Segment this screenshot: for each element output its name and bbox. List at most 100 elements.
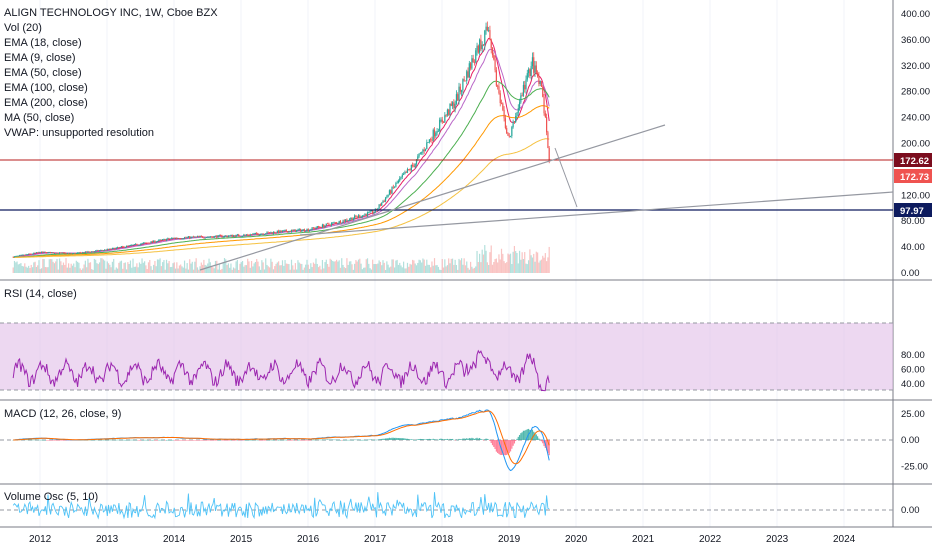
- indicator-vol[interactable]: Vol (20): [4, 22, 42, 34]
- candle-body: [30, 253, 32, 255]
- macd-histogram-bar: [189, 440, 191, 441]
- volume-bar: [515, 251, 517, 273]
- macd-histogram-bar: [91, 439, 93, 441]
- macd-histogram-bar: [191, 440, 193, 441]
- macd-histogram-bar: [137, 440, 139, 441]
- candle-body: [78, 252, 80, 254]
- candle-body: [279, 230, 281, 233]
- volume-bar: [141, 258, 143, 273]
- volume-bar: [512, 251, 514, 273]
- volume-bar: [365, 259, 367, 273]
- macd-histogram-bar: [164, 440, 166, 441]
- volume-bar: [137, 267, 139, 273]
- candle-body: [238, 234, 240, 237]
- macd-histogram-bar: [278, 439, 280, 441]
- indicator-ema-100[interactable]: EMA (100, close): [4, 82, 88, 94]
- macd-histogram-bar: [502, 440, 504, 455]
- rsi-pane-label[interactable]: RSI (14, close): [4, 288, 77, 300]
- volume-bar: [146, 269, 148, 273]
- candle-body: [471, 58, 473, 69]
- volume-bar: [290, 259, 293, 273]
- macd-y-tick-label: 25.00: [901, 409, 925, 420]
- indicator-ema-9[interactable]: EMA (9, close): [4, 52, 76, 64]
- volume-bar: [540, 259, 543, 273]
- volume-bar: [140, 263, 142, 273]
- volume-bar: [101, 258, 103, 273]
- macd-histogram-bar: [464, 438, 467, 440]
- candle-body: [25, 254, 27, 256]
- candle-body: [87, 251, 89, 253]
- macd-histogram-bar: [236, 439, 238, 441]
- volume-bar: [71, 265, 74, 273]
- macd-histogram-bar: [198, 440, 200, 441]
- candle-body: [326, 223, 329, 225]
- volume-bar: [437, 266, 439, 273]
- trend-line-long[interactable]: [299, 191, 894, 236]
- candle-body: [537, 72, 539, 77]
- volume-bar: [330, 259, 333, 273]
- macd-histogram-bar: [473, 438, 476, 440]
- candle-body: [431, 139, 433, 141]
- indicator-vwap[interactable]: VWAP: unsupported resolution: [4, 127, 154, 139]
- candle-body: [527, 69, 530, 74]
- macd-histogram-bar: [49, 440, 52, 441]
- volume-bar: [390, 266, 392, 273]
- macd-histogram-bar: [475, 438, 477, 440]
- volume-bar: [464, 265, 467, 273]
- macd-histogram-bar: [153, 439, 155, 441]
- macd-histogram-bar: [352, 439, 354, 441]
- macd-histogram-bar: [372, 439, 374, 441]
- volume-bar: [319, 265, 321, 273]
- volume-bar: [195, 258, 197, 273]
- macd-histogram-bar: [46, 440, 48, 441]
- volume-bar: [20, 263, 22, 273]
- macd-histogram-bar: [301, 440, 303, 441]
- indicator-ema-18[interactable]: EMA (18, close): [4, 37, 82, 49]
- volume-bar: [68, 263, 70, 273]
- volume-bar: [415, 265, 418, 273]
- candle-body: [444, 115, 446, 123]
- candle-body: [66, 253, 68, 254]
- candle-body: [205, 237, 208, 239]
- trend-line-steep[interactable]: [199, 124, 666, 271]
- volume-bar: [275, 263, 277, 273]
- volume-bar: [21, 265, 23, 273]
- macd-histogram-bar: [106, 439, 108, 441]
- volume-bar: [423, 259, 425, 273]
- volume-osc-pane-label[interactable]: Volume Osc (5, 10): [4, 491, 98, 503]
- volume-bar: [279, 265, 281, 273]
- volume-bar: [93, 258, 95, 273]
- volume-bar: [484, 245, 486, 273]
- macd-histogram-bar: [517, 436, 519, 440]
- indicator-ema-50[interactable]: EMA (50, close): [4, 67, 82, 79]
- projection-line[interactable]: [554, 147, 578, 208]
- candle-body: [180, 238, 182, 240]
- volume-bar: [315, 258, 317, 273]
- svg-text:172.62: 172.62: [900, 156, 929, 167]
- macd-histogram-bar: [238, 440, 240, 441]
- indicator-ma-50[interactable]: MA (50, close): [4, 112, 74, 124]
- candle-body: [195, 236, 197, 238]
- macd-histogram-bar: [222, 440, 224, 441]
- macd-histogram-bar: [370, 439, 372, 440]
- candle-body: [35, 252, 37, 254]
- volume-bar: [374, 264, 376, 273]
- macd-histogram-bar: [229, 440, 231, 441]
- macd-histogram-bar: [158, 439, 160, 441]
- macd-histogram-bar: [401, 438, 403, 440]
- volume-bar: [445, 266, 447, 273]
- candle-body: [498, 86, 500, 94]
- candle-body: [21, 254, 23, 256]
- indicator-ema-200[interactable]: EMA (200, close): [4, 97, 88, 109]
- volume-bar: [508, 254, 510, 273]
- macd-histogram-bar: [310, 440, 312, 441]
- volume-bar: [221, 268, 223, 273]
- volume-bar: [517, 263, 519, 273]
- macd-histogram-bar: [334, 439, 336, 441]
- volume-bar: [15, 262, 17, 273]
- macd-histogram-bar: [436, 439, 438, 440]
- macd-pane-label[interactable]: MACD (12, 26, close, 9): [4, 408, 121, 420]
- candle-body: [433, 129, 436, 137]
- macd-histogram-bar: [396, 437, 398, 440]
